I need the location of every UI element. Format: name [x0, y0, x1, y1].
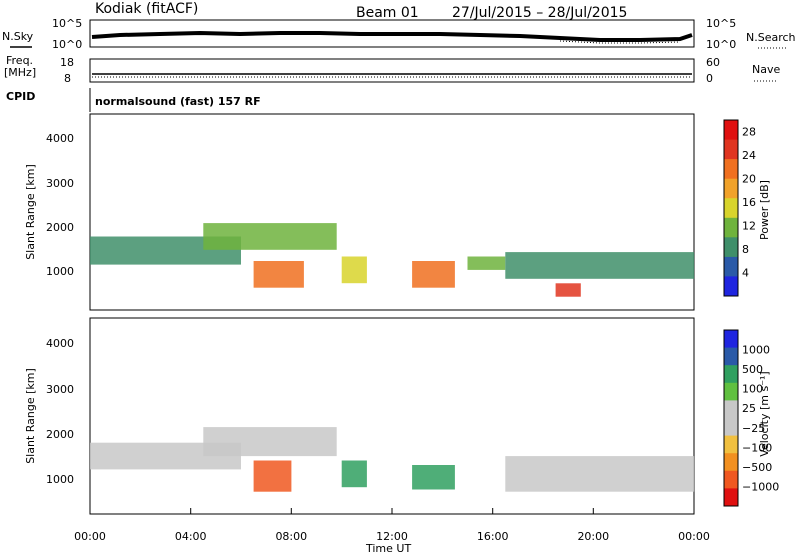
freq-tick-top: 18 — [60, 56, 74, 69]
velocity-colorbar-swatch — [724, 488, 738, 507]
nsearch-label: N.Search — [746, 31, 796, 44]
velocity-colorbar-tick: 100 — [742, 383, 763, 396]
power-echo-band — [253, 261, 304, 288]
nsky-label: N.Sky — [2, 30, 34, 43]
velocity-colorbar-swatch — [724, 330, 738, 349]
power-echo-band — [341, 256, 367, 284]
x-tick-label: 12:00 — [376, 530, 408, 543]
velocity-echo-band — [341, 460, 367, 488]
velocity-panel: 1000 2000 3000 4000 Slant Range [km] 100… — [24, 317, 779, 515]
power-y-label: Slant Range [km] — [24, 164, 37, 260]
power-panel: 1000 2000 3000 4000 Slant Range [km] 4 8 1… — [24, 113, 771, 311]
x-tick-label: 16:00 — [477, 530, 509, 543]
velocity-y-tick-1000: 1000 — [46, 473, 74, 486]
power-colorbar-frame — [723, 119, 739, 297]
x-tick-label: 00:00 — [678, 530, 710, 543]
station-title: Kodiak (fitACF) — [95, 1, 198, 17]
velocity-colorbar-swatch — [724, 400, 738, 419]
power-colorbar-swatch — [724, 178, 738, 199]
nave-tick-bottom: 0 — [706, 72, 713, 85]
freq-label-2: [MHz] — [4, 66, 36, 79]
velocity-echo-band — [412, 465, 455, 490]
velocity-colorbar-frame — [723, 329, 739, 507]
velocity-y-tick-2000: 2000 — [46, 428, 74, 441]
power-colorbar-swatch — [724, 217, 738, 238]
nsearch-tick-bottom: 10^0 — [706, 38, 736, 51]
nsky-panel — [89, 19, 695, 48]
power-colorbar-tick: 4 — [742, 267, 749, 280]
velocity-y-label: Slant Range [km] — [24, 368, 37, 464]
cpid-label: CPID — [6, 90, 35, 103]
nsearch-trace — [559, 40, 681, 44]
velocity-colorbar-swatch — [724, 435, 738, 454]
power-colorbar-tick: 8 — [742, 243, 749, 256]
power-echo-band — [412, 261, 455, 288]
velocity-colorbar-tick: 25 — [742, 402, 756, 415]
velocity-colorbar-swatch — [724, 382, 738, 401]
power-echo-band — [505, 252, 695, 279]
power-colorbar-swatch — [724, 159, 738, 180]
power-colorbar-swatch — [724, 139, 738, 160]
power-colorbar-tick: 28 — [742, 126, 756, 139]
x-axis-label: Time UT — [365, 542, 411, 554]
velocity-colorbar-tick: −1000 — [742, 480, 779, 493]
power-colorbar-swatch — [724, 276, 738, 297]
velocity-y-tick-4000: 4000 — [46, 337, 74, 350]
power-colorbar-tick: 20 — [742, 173, 756, 186]
freq-tick-bottom: 8 — [64, 72, 71, 85]
nave-tick-top: 60 — [706, 56, 720, 69]
power-y-tick-1000: 1000 — [46, 265, 74, 278]
velocity-colorbar-tick: −100 — [742, 441, 772, 454]
power-colorbar-swatch — [724, 256, 738, 277]
power-colorbar-label: Power [dB] — [758, 180, 771, 240]
velocity-echo-band — [253, 460, 292, 492]
power-echo-band — [203, 223, 337, 250]
power-y-tick-3000: 3000 — [46, 177, 74, 190]
power-colorbar-swatch — [724, 198, 738, 219]
velocity-colorbar-swatch — [724, 365, 738, 384]
velocity-colorbar-swatch — [724, 470, 738, 489]
power-y-tick-2000: 2000 — [46, 221, 74, 234]
velocity-echo-band — [505, 456, 695, 492]
power-echo-band — [467, 256, 506, 270]
power-colorbar-tick: 12 — [742, 220, 756, 233]
nsearch-tick-top: 10^5 — [706, 17, 736, 30]
velocity-colorbar-tick: −25 — [742, 422, 765, 435]
x-tick-label: 20:00 — [577, 530, 609, 543]
x-tick-label: 00:00 — [74, 530, 106, 543]
nsky-tick-bottom: 10^0 — [52, 38, 82, 51]
freq-label-1: Freq. — [6, 54, 33, 67]
velocity-colorbar-swatch — [724, 347, 738, 366]
date-range: 27/Jul/2015 – 28/Jul/2015 — [452, 5, 627, 21]
nsky-trace — [91, 30, 693, 42]
velocity-y-tick-3000: 3000 — [46, 383, 74, 396]
velocity-echo-band — [203, 427, 337, 457]
power-plot-frame — [89, 113, 695, 311]
x-tick-label: 04:00 — [175, 530, 207, 543]
power-colorbar-tick: 24 — [742, 149, 756, 162]
velocity-colorbar-tick: −500 — [742, 461, 772, 474]
power-echo-band — [555, 283, 581, 297]
freq-panel — [89, 58, 695, 83]
velocity-colorbar-swatch — [724, 418, 738, 437]
velocity-colorbar-swatch — [724, 453, 738, 472]
nsky-tick-top: 10^5 — [52, 17, 82, 30]
x-tick-label: 08:00 — [275, 530, 307, 543]
power-colorbar-swatch — [724, 120, 738, 141]
velocity-colorbar-tick: 500 — [742, 363, 763, 376]
nave-label: Nave — [752, 63, 780, 76]
beam-title: Beam 01 — [356, 5, 419, 21]
cpid-text: normalsound (fast) 157 RF — [95, 95, 261, 108]
velocity-colorbar-tick: 1000 — [742, 344, 770, 357]
power-y-tick-4000: 4000 — [46, 132, 74, 145]
power-colorbar-swatch — [724, 237, 738, 258]
power-colorbar-tick: 16 — [742, 196, 756, 209]
velocity-colorbar-label: Velocity [m s⁻¹] — [758, 371, 771, 456]
